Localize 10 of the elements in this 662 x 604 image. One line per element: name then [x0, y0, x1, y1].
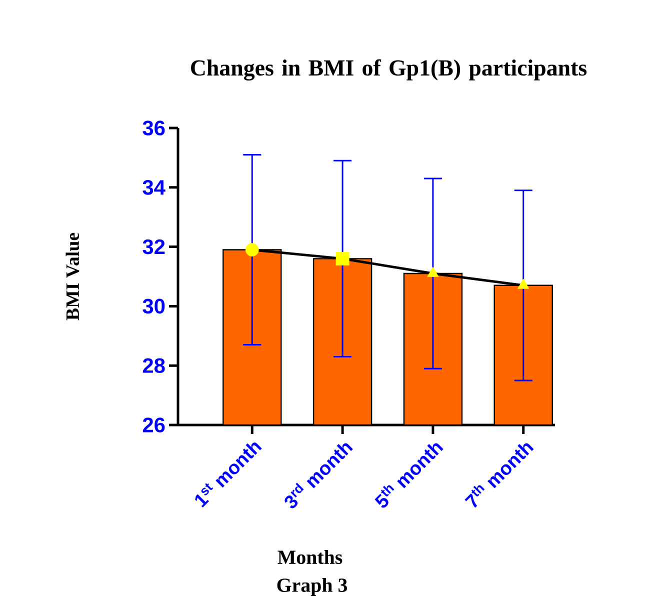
- y-tick-label: 36: [142, 120, 165, 136]
- y-axis-title: BMI Value: [66, 232, 80, 320]
- y-tick-label: 28: [142, 358, 165, 374]
- y-tick-label: 30: [142, 298, 165, 314]
- chart-title: Changes in BMI of Gp1(B) participants: [191, 59, 587, 81]
- y-tick-label: 34: [142, 180, 166, 195]
- y-tick-label: 32: [142, 239, 165, 254]
- y-tick-label: 26: [142, 418, 165, 432]
- x-axis-title: Months: [278, 550, 342, 564]
- caption: Graph 3: [277, 578, 348, 596]
